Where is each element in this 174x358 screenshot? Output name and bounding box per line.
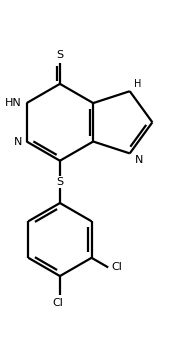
Text: HN: HN bbox=[5, 98, 22, 108]
Text: S: S bbox=[56, 50, 64, 60]
Text: S: S bbox=[56, 177, 64, 187]
Text: N: N bbox=[134, 155, 143, 165]
Text: Cl: Cl bbox=[53, 298, 64, 308]
Text: N: N bbox=[14, 136, 22, 146]
Text: Cl: Cl bbox=[111, 262, 122, 272]
Text: H: H bbox=[134, 79, 142, 89]
